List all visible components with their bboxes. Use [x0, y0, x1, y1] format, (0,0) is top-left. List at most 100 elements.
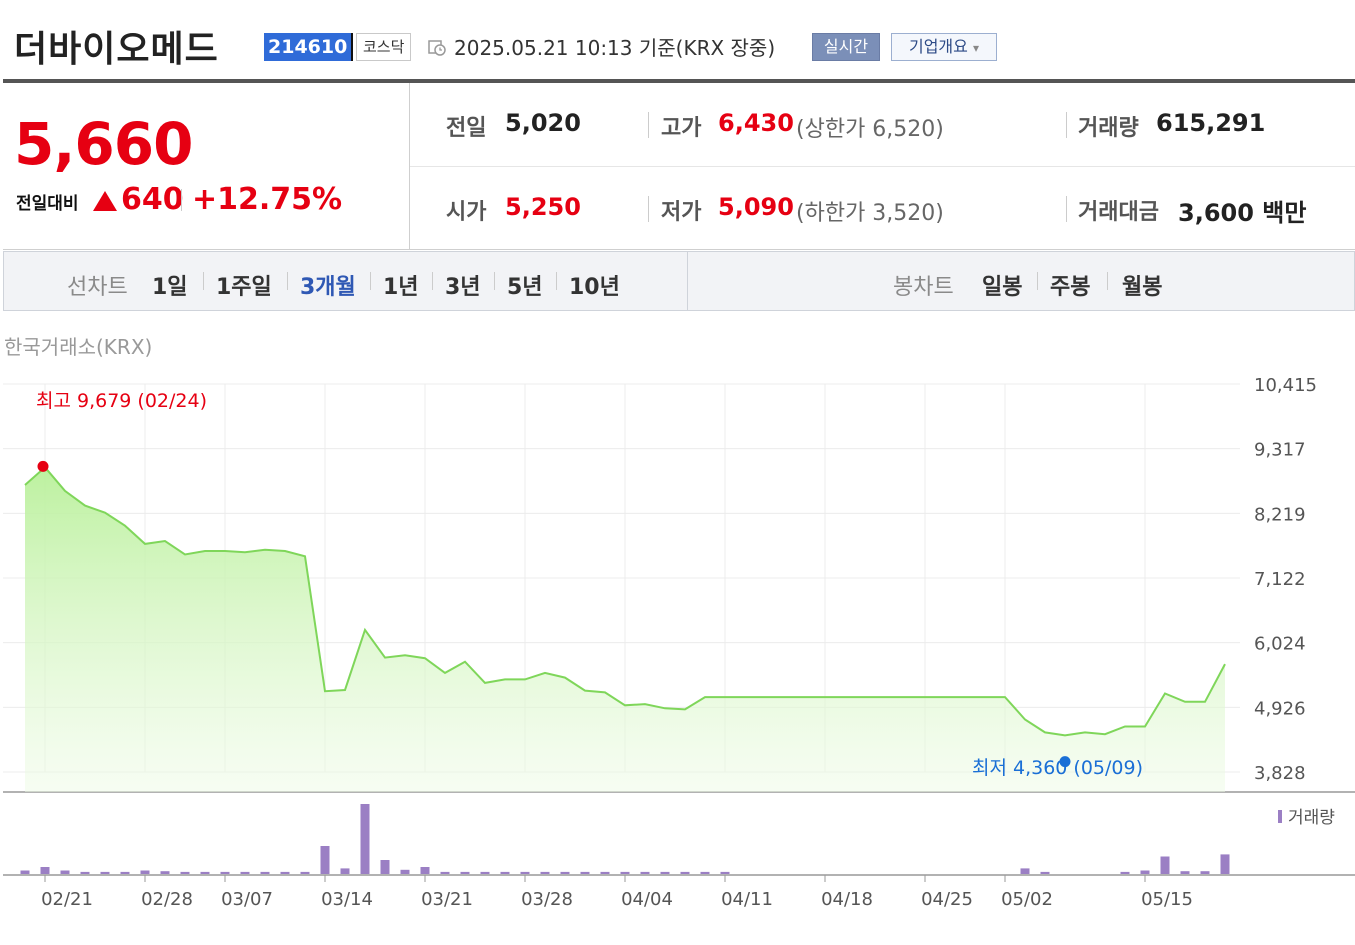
volume-bar — [1020, 868, 1030, 874]
divider — [1066, 112, 1067, 138]
summary-panel — [3, 83, 1355, 250]
price-change-percent: +12.75% — [192, 182, 343, 217]
volume-label: 거래량 — [1078, 116, 1139, 141]
volume-bar — [1180, 871, 1190, 874]
x-tick-label: 05/15 — [1141, 889, 1193, 910]
low-marker — [1059, 756, 1071, 768]
price-area — [25, 467, 1225, 792]
volume-bar — [300, 871, 310, 874]
tab-3y[interactable]: 3년 — [445, 275, 481, 300]
volume-bar — [1220, 854, 1230, 874]
volume-bar — [420, 867, 430, 874]
x-tick-label: 02/28 — [141, 889, 193, 910]
volume-bar — [380, 860, 390, 874]
timestamp: 2025.05.21 10:13 기준(KRX 장중) — [454, 36, 776, 60]
realtime-button[interactable]: 실시간 — [812, 33, 880, 61]
prev-close-label: 전일 — [446, 116, 487, 141]
divider — [556, 272, 557, 290]
tab-1d[interactable]: 1일 — [152, 275, 188, 300]
divider — [370, 272, 371, 290]
volume-bar — [320, 846, 330, 874]
tab-daily[interactable]: 일봉 — [982, 275, 1023, 300]
volume-bar — [160, 871, 170, 874]
volume-bar — [260, 871, 270, 874]
x-tick-label: 04/25 — [921, 889, 973, 910]
volume-bar — [80, 871, 90, 874]
exchange-label: 한국거래소(KRX) — [4, 335, 153, 359]
volume-bar — [400, 869, 410, 874]
volume-bar — [280, 871, 290, 874]
divider — [648, 196, 649, 222]
high-annotation: 최고 9,679 (02/24) — [36, 390, 207, 412]
divider — [1066, 196, 1067, 222]
volume-bar — [620, 871, 630, 874]
divider — [287, 272, 288, 290]
row-divider — [410, 166, 1355, 167]
price-line — [24, 465, 1226, 737]
volume-value: 615,291 — [1156, 109, 1266, 137]
x-tick-label: 03/28 — [521, 889, 573, 910]
x-tick-label: 03/21 — [421, 889, 473, 910]
divider — [203, 272, 204, 290]
x-tick-label: 05/02 — [1001, 889, 1053, 910]
price-chart: 10,415 9,317 8,219 7,122 6,024 4,926 3,828 02/… — [3, 375, 1355, 910]
volume-bar — [680, 871, 690, 874]
volume-bar — [360, 804, 370, 874]
open-value: 5,250 — [505, 193, 581, 221]
price-change: 640 — [121, 182, 184, 217]
divider — [648, 112, 649, 138]
y-tick-label: 7,122 — [1254, 569, 1306, 590]
company-overview-label: 기업개요 — [908, 37, 968, 56]
volume-bar — [440, 871, 450, 874]
current-price: 5,660 — [14, 110, 193, 178]
low-annotation: 최저 4,360 (05/09) — [972, 757, 1143, 779]
volume-bar — [220, 871, 230, 874]
tab-weekly[interactable]: 주봉 — [1050, 275, 1091, 300]
volume-bar — [520, 871, 530, 874]
x-tick-label: 02/21 — [41, 889, 93, 910]
volume-bar — [560, 871, 570, 874]
company-name: 더바이오메드 — [14, 29, 219, 70]
divider — [432, 272, 433, 290]
chart-tab-bar — [3, 251, 1355, 311]
prev-compare-label: 전일대비 — [16, 194, 79, 214]
low-label: 저가 — [661, 200, 702, 225]
volume-bar — [340, 868, 350, 874]
trade-amount-label: 거래대금 — [1078, 200, 1159, 225]
volume-bar — [240, 871, 250, 874]
volume-bar — [20, 870, 30, 874]
volume-bar — [580, 871, 590, 874]
tab-10y[interactable]: 10년 — [569, 275, 620, 300]
volume-bar — [200, 871, 210, 874]
tab-3m[interactable]: 3개월 — [300, 275, 356, 300]
volume-bar — [1160, 856, 1170, 874]
chevron-down-icon: ▾ — [972, 41, 979, 55]
x-tick-label: 04/11 — [721, 889, 773, 910]
low-value: 5,090 — [718, 193, 794, 221]
market-badge: 코스닥 — [356, 33, 412, 61]
candle-chart-label: 봉차트 — [893, 275, 954, 300]
divider — [1037, 272, 1038, 290]
y-tick-label: 9,317 — [1254, 440, 1306, 461]
tab-1y[interactable]: 1년 — [383, 275, 419, 300]
high-marker — [37, 460, 49, 472]
x-tick-label: 04/18 — [821, 889, 873, 910]
volume-bar — [1040, 871, 1050, 874]
x-tick-label: 03/14 — [321, 889, 373, 910]
volume-bar — [140, 870, 150, 874]
x-tick-label: 03/07 — [221, 889, 273, 910]
volume-bar — [60, 870, 70, 874]
tab-5y[interactable]: 5년 — [507, 275, 543, 300]
tab-monthly[interactable]: 월봉 — [1122, 275, 1163, 300]
open-label: 시가 — [446, 200, 487, 225]
volume-legend-label: 거래량 — [1288, 808, 1335, 828]
divider — [181, 189, 182, 211]
tab-1w[interactable]: 1주일 — [216, 275, 272, 300]
prev-close-value: 5,020 — [505, 109, 581, 137]
y-tick-label: 4,926 — [1254, 698, 1306, 719]
lower-limit: (하한가 3,520) — [796, 201, 944, 226]
company-overview-button[interactable]: 기업개요 ▾ — [891, 33, 997, 61]
line-chart-label: 선차트 — [67, 275, 128, 300]
volume-bar — [40, 867, 50, 874]
volume-bar — [100, 871, 110, 874]
